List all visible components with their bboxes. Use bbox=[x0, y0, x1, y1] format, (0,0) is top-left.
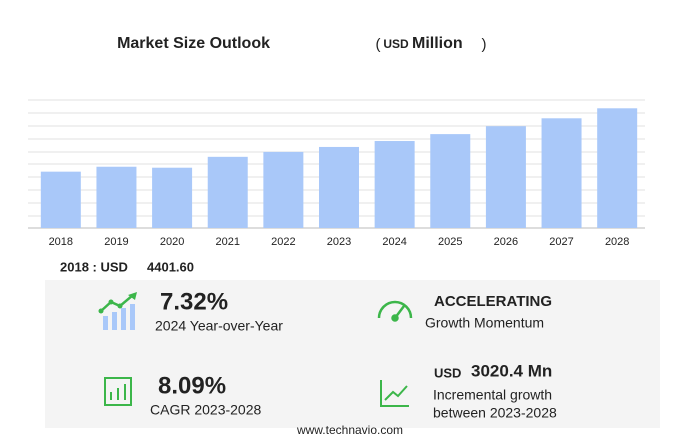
incremental-value: 3020.4 Mn bbox=[471, 361, 552, 380]
momentum-icon bbox=[377, 300, 413, 322]
incremental-label: Incremental growth bbox=[433, 387, 552, 403]
incremental-icon bbox=[380, 380, 409, 407]
cagr-value: 8.09% bbox=[158, 372, 226, 399]
cagr-icon bbox=[104, 377, 132, 406]
x-tick-label: 2023 bbox=[327, 236, 351, 248]
base-year-label: 2018 : USD bbox=[60, 259, 128, 274]
x-tick-label: 2028 bbox=[605, 236, 629, 248]
x-tick-label: 2026 bbox=[494, 236, 518, 248]
footer: www.technavio.com bbox=[296, 423, 403, 437]
unit-scale: Million bbox=[412, 35, 463, 52]
stats-panel bbox=[45, 280, 660, 428]
yoy-icon bbox=[98, 292, 137, 330]
x-tick-label: 2025 bbox=[438, 236, 462, 248]
x-tick-label: 2019 bbox=[104, 236, 128, 248]
x-tick-label: 2020 bbox=[160, 236, 184, 248]
x-tick-label: 2021 bbox=[215, 236, 239, 248]
bar bbox=[207, 156, 248, 228]
incremental-currency: USD bbox=[434, 365, 461, 380]
momentum-label: Growth Momentum bbox=[425, 315, 544, 331]
x-tick-label: 2027 bbox=[549, 236, 573, 248]
bar bbox=[430, 134, 471, 228]
chart-title: Market Size Outlook bbox=[117, 35, 270, 52]
unit-currency: USD bbox=[383, 37, 409, 51]
bar bbox=[152, 167, 193, 228]
bar bbox=[485, 126, 526, 228]
yoy-value: 7.32% bbox=[160, 288, 228, 315]
x-tick-label: 2018 bbox=[49, 236, 73, 248]
bar bbox=[96, 166, 137, 228]
x-tick-label: 2022 bbox=[271, 236, 295, 248]
unit-close: ) bbox=[482, 36, 487, 53]
momentum-value: ACCELERATING bbox=[434, 293, 552, 310]
yoy-label: 2024 Year-over-Year bbox=[155, 318, 283, 334]
x-tick-label: 2024 bbox=[382, 236, 406, 248]
bar bbox=[40, 171, 81, 228]
bar bbox=[374, 141, 415, 228]
bar bbox=[597, 108, 638, 228]
incremental-label: between 2023-2028 bbox=[433, 405, 557, 421]
unit-open: ( bbox=[376, 36, 381, 53]
base-year-value: 4401.60 bbox=[147, 259, 194, 274]
cagr-label: CAGR 2023-2028 bbox=[150, 402, 262, 418]
bar bbox=[319, 146, 359, 228]
bar bbox=[541, 118, 582, 228]
bar bbox=[263, 151, 304, 228]
